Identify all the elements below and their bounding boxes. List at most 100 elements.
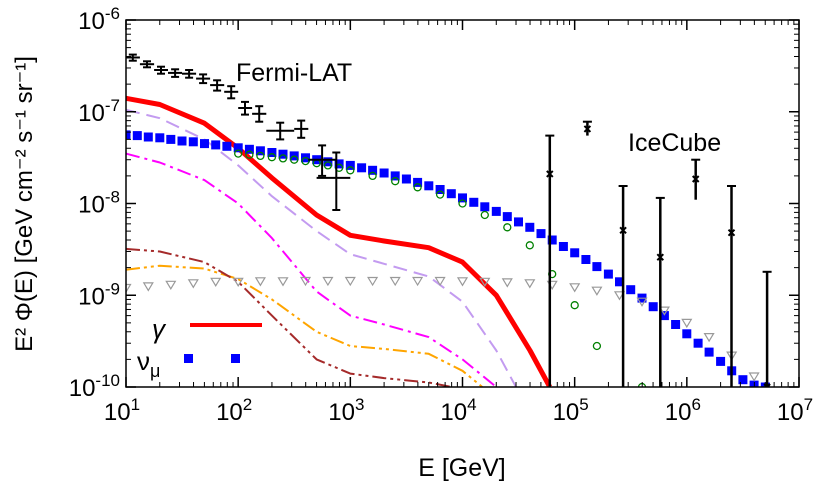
annotation-icecube: IceCube [628, 129, 721, 157]
circle-point [435, 190, 445, 199]
triangle-point [299, 276, 312, 287]
neutrino-point [255, 146, 265, 156]
y-tick-label-base: 10 [78, 8, 105, 35]
neutrino-point [682, 329, 692, 339]
triangle-point [142, 282, 154, 292]
circle-point [391, 177, 400, 186]
circle-point [525, 241, 534, 250]
circle-point [570, 301, 579, 310]
triangle-point [456, 277, 469, 287]
neutrino-point [267, 148, 277, 157]
y-tick-label-exp: -7 [105, 96, 120, 115]
neutrino-point [491, 206, 501, 216]
circle-point [480, 210, 489, 220]
legend: γ νμ [137, 314, 262, 381]
x-tick-label-base: 10 [440, 399, 467, 426]
neutrino-point [626, 285, 636, 295]
x-tick-label-exp: 6 [691, 395, 700, 414]
x-tick-label: 104 [440, 395, 476, 426]
triangle-point [126, 283, 132, 294]
triangle-point [254, 277, 266, 287]
y-tick-label: 10-7 [78, 96, 120, 127]
plot-area [126, 53, 772, 387]
circle-point [323, 161, 333, 170]
triangle-point [613, 291, 626, 301]
circle-point [234, 149, 243, 158]
circle-point [301, 156, 310, 166]
triangle-point [591, 286, 603, 296]
neutrino-point [648, 302, 658, 312]
neutrino-point [143, 132, 153, 142]
neutrino-point [581, 255, 591, 264]
y-tick-label: 10-6 [78, 4, 120, 35]
neutrino-point [435, 185, 445, 194]
x-tick-label-exp: 2 [243, 395, 252, 414]
triangle-point [344, 276, 356, 287]
x-axis-label: E [GeV] [418, 454, 506, 482]
triangle-point [187, 279, 199, 289]
neutrino-point [368, 165, 378, 175]
triangle-point [232, 277, 244, 287]
neutrino-point [424, 181, 434, 191]
triangle-point [322, 276, 334, 287]
circle-point [346, 166, 355, 175]
x-tick-label: 105 [553, 395, 589, 426]
x-tick-label-base: 10 [777, 399, 804, 426]
neutrino-point [458, 193, 467, 203]
neutrino-point [693, 338, 703, 348]
x-tick-label: 101 [104, 395, 140, 426]
x-tick-label-exp: 5 [579, 395, 588, 414]
circle-point [458, 199, 467, 208]
triangle-point [569, 283, 581, 293]
neutrino-point [132, 131, 142, 141]
neutrino-point [188, 137, 198, 147]
neutrino-point [570, 248, 580, 258]
icecube-marker [546, 170, 554, 178]
y-tick-label-base: 10 [78, 283, 105, 310]
neutrino-point [469, 197, 479, 207]
neutrino-point [413, 177, 423, 187]
legend-swatch-neutrino-a [184, 354, 193, 363]
triangle-point [748, 372, 760, 382]
icecube-marker [583, 125, 592, 133]
icecube-marker [691, 175, 700, 183]
neutrino-point [244, 144, 254, 154]
neutrino-point [446, 189, 456, 199]
series-line-gamma_component_d [126, 247, 452, 387]
x-tick-label-exp: 4 [467, 395, 476, 414]
y-tick-label-exp: -9 [105, 279, 120, 298]
x-tick-label: 103 [328, 395, 364, 426]
triangle-point [479, 277, 491, 287]
neutrino-point [716, 356, 726, 366]
circle-point [267, 153, 277, 162]
y-tick-label-exp: -8 [105, 188, 120, 207]
icecube-marker [656, 253, 665, 261]
triangle-point [636, 297, 648, 307]
neutrino-point [615, 277, 624, 287]
neutrino-point [603, 269, 613, 279]
y-tick-label-base: 10 [78, 192, 105, 219]
circle-point [592, 341, 602, 351]
y-tick-label-exp: -10 [95, 371, 120, 390]
neutrino-point [671, 320, 681, 329]
circle-point [413, 183, 422, 192]
neutrino-point [126, 130, 131, 140]
series-line-gamma_total [126, 95, 552, 387]
neutrino-point [233, 143, 243, 153]
neutrino-point [502, 212, 512, 222]
x-tick-label: 102 [216, 395, 252, 426]
legend-swatch-neutrino-b [231, 354, 240, 363]
neutrino-point [200, 139, 209, 149]
triangle-point [524, 279, 536, 289]
neutrino-point [357, 163, 367, 173]
triangle-point [501, 278, 513, 288]
x-tick-label-base: 10 [553, 399, 580, 426]
neutrino-point [166, 134, 176, 144]
neutrino-point [738, 375, 748, 385]
icecube-marker [727, 228, 736, 237]
neutrino-point [480, 202, 490, 212]
neutrino-point [390, 171, 400, 181]
circle-point [278, 154, 288, 163]
neutrino-point [278, 149, 288, 159]
neutrino-point [222, 141, 232, 151]
